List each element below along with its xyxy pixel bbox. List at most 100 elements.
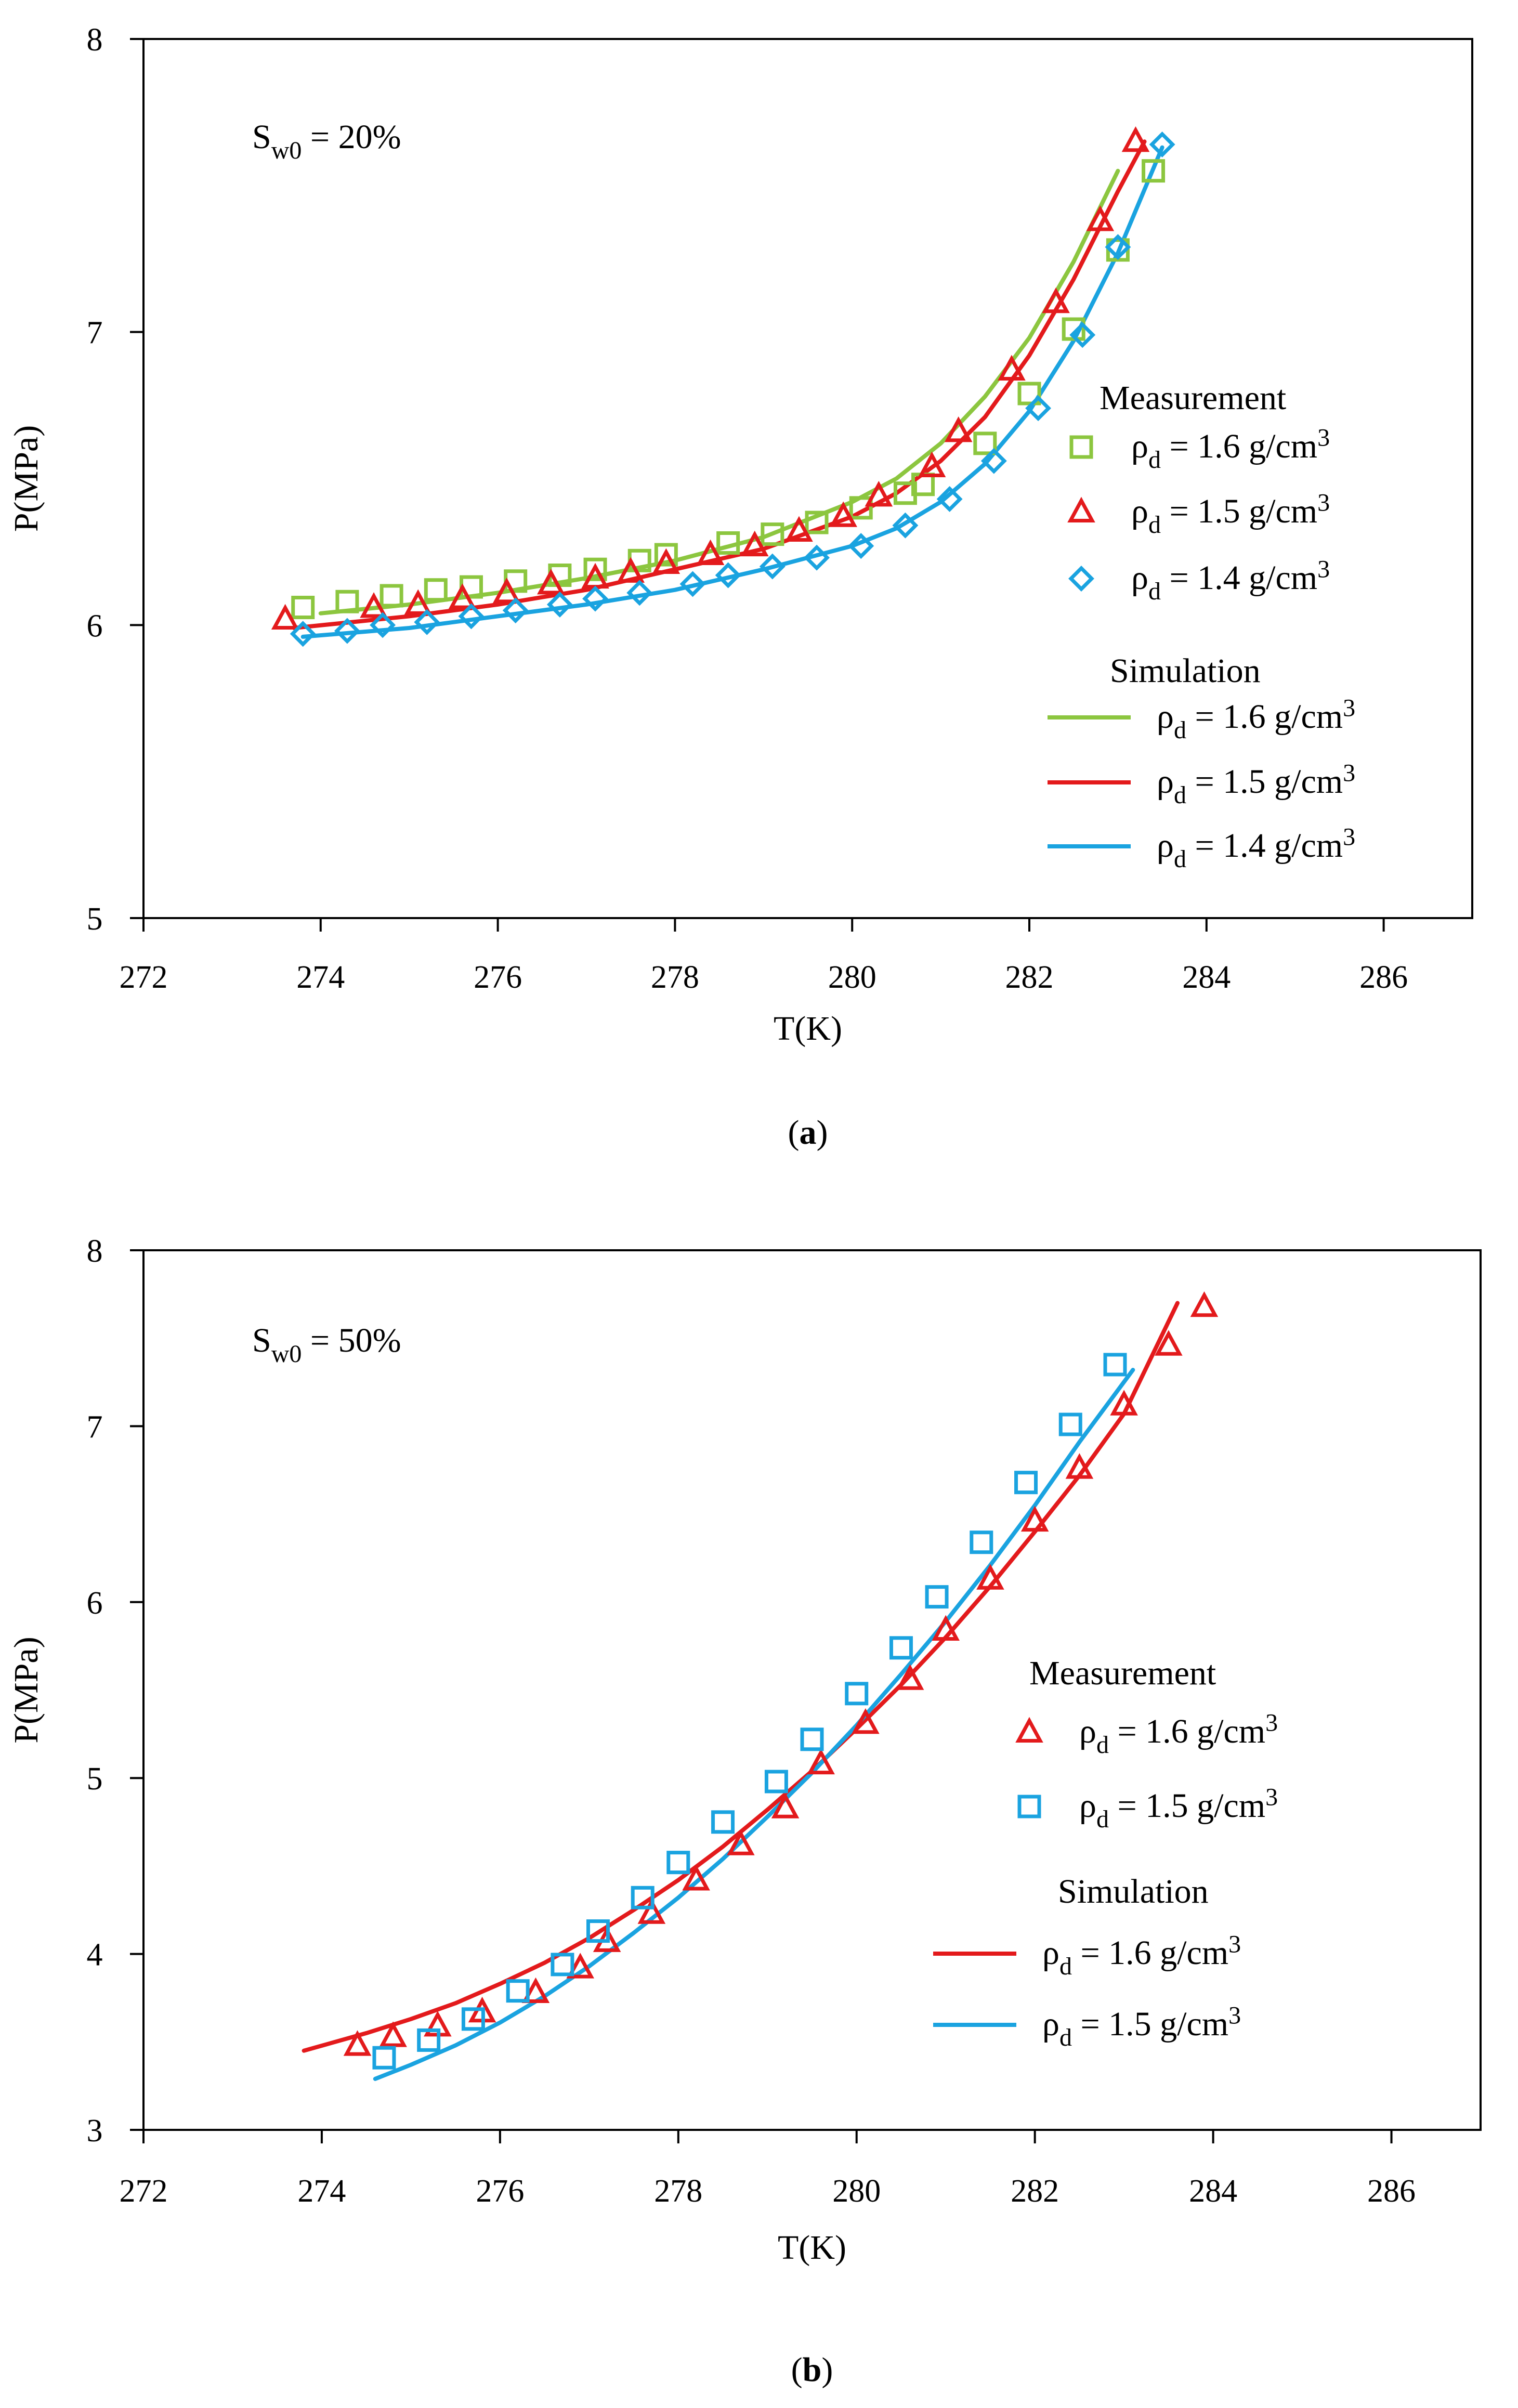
legend-marker-red [1015,1717,1043,1743]
measurement-point-green [761,522,784,546]
measurement-point-blue [586,1919,610,1943]
x-axis-title: T(K) [778,2229,846,2267]
plot-frame [142,38,1473,919]
legend-label: ρd = 1.5 g/cm3 [1131,489,1330,539]
measurement-point-red [652,548,681,574]
measurement-point-green [379,584,403,608]
measurement-point-red [918,451,946,477]
legend-measurement-title: Measurement [1100,379,1286,417]
x-axis-title: T(K) [774,1010,842,1048]
y-tick-label: 7 [87,1409,103,1445]
measurement-point-red [998,355,1026,381]
measurement-point-green [716,531,740,555]
measurement-point-red [566,1953,594,1979]
legend-label: ρd = 1.6 g/cm3 [1079,1709,1278,1759]
measurement-point-red [1065,1453,1094,1479]
measurement-point-red [617,557,645,583]
measurement-point-red [696,539,725,566]
measurement-point-green [1017,382,1041,405]
legend-label: ρd = 1.4 g/cm3 [1131,556,1330,605]
measurement-point-blue [290,621,316,647]
measurement-point-blue [417,2028,441,2052]
measurement-point-green [424,578,448,602]
chart-panel-a: 272 274 276 278 280 282 284 286 5 6 7 8 T(K) P(MPa) Sw… [7,22,1473,1151]
simulation-line-red [302,1301,1180,2053]
measurement-point-blue [848,533,874,559]
measurement-point-blue [626,580,653,606]
measurement-point-blue [1069,322,1096,348]
measurement-point-red [1155,1330,1183,1356]
x-tick-label: 286 [1367,2174,1416,2209]
y-tick-label: 6 [87,1586,103,1621]
measurement-point-red [521,1977,550,2004]
measurement-point-red [404,589,433,615]
measurement-point-red [492,577,521,604]
measurement-point-blue [334,618,360,644]
measurement-point-red [271,604,299,630]
y-axis-title: P(MPa) [7,425,45,532]
saturation-annotation: Sw0 = 50% [252,1321,401,1368]
saturation-annotation: Sw0 = 20% [252,118,401,164]
measurement-point-blue [551,1953,574,1977]
legend-label: ρd = 1.5 g/cm3 [1079,1784,1278,1833]
y-tick-label: 4 [87,1938,103,1973]
legend: Measurement ρd = 1.6 g/cm3 ρd = 1.5 g/cm3 S… [933,1654,1278,2051]
x-tick-label: 272 [120,960,168,995]
measurement-point-green [291,596,315,620]
measurement-point-blue [1149,131,1175,158]
x-tick-label: 280 [832,2174,881,2209]
measurement-point-blue [414,609,440,635]
measurement-point-blue [804,544,830,571]
x-tick-label: 276 [474,960,522,995]
measurement-point-green [849,496,873,520]
measurement-point-red [682,1865,710,1891]
measurement-point-red [785,516,813,542]
plot-frame [142,1249,1482,2131]
measurement-point-red [852,1708,880,1734]
measurement-point-red [537,569,565,595]
y-tick-label: 8 [87,22,103,58]
legend-label: ρd = 1.6 g/cm3 [1131,424,1330,474]
legend-label: ρd = 1.5 g/cm3 [1157,760,1355,809]
measurement-point-red [727,1829,755,1855]
chart-panel-b: 272 274 276 278 280 282 284 286 3 4 5 6 7 8 T(K) P(MPa)… [7,1234,1482,2389]
measurement-point-blue [1058,1412,1082,1436]
panel-label: (a) [788,1114,828,1151]
measurement-point-blue [715,562,741,588]
measurement-point-blue [679,571,706,597]
measurement-point-red [829,501,857,527]
legend-marker-red [1067,496,1095,522]
measurement-point-green [583,557,607,581]
x-tick-label: 272 [120,2174,168,2209]
legend-simulation-title: Simulation [1058,1873,1209,1910]
measurement-point-blue [759,553,786,580]
measurement-point-red [1042,287,1070,313]
measurement-point-red [932,1615,960,1641]
legend-marker-green [1069,435,1093,459]
measurement-point-red [637,1898,666,1924]
measurement-point-red [807,1748,835,1775]
measurement-point-blue [892,512,919,539]
measurement-point-red [1190,1291,1219,1317]
measurement-point-red [360,592,388,618]
measurement-point-red [865,480,893,507]
measurement-point-red [379,2021,407,2047]
x-tick-label: 280 [828,960,876,995]
measurement-point-blue [764,1770,788,1794]
legend: Measurement ρd = 1.6 g/cm3 ρd = 1.5 g/cm3 ρ… [1048,379,1355,873]
measurement-point-blue [546,591,573,618]
measurement-point-blue [372,2046,396,2070]
simulation-line-red [292,139,1147,630]
measurement-point-blue [711,1810,735,1834]
measurement-point-red [343,2030,372,2056]
x-tick-label: 274 [296,960,345,995]
measurement-point-red [448,583,477,609]
y-axis-title: P(MPa) [7,1637,45,1743]
measurement-point-blue [1025,395,1051,422]
measurement-point-red [1121,126,1150,152]
x-tick-label: 284 [1182,960,1231,995]
measurement-point-red [1020,1506,1049,1532]
x-tick-label: 282 [1011,2174,1059,2209]
measurement-point-blue [370,612,396,638]
